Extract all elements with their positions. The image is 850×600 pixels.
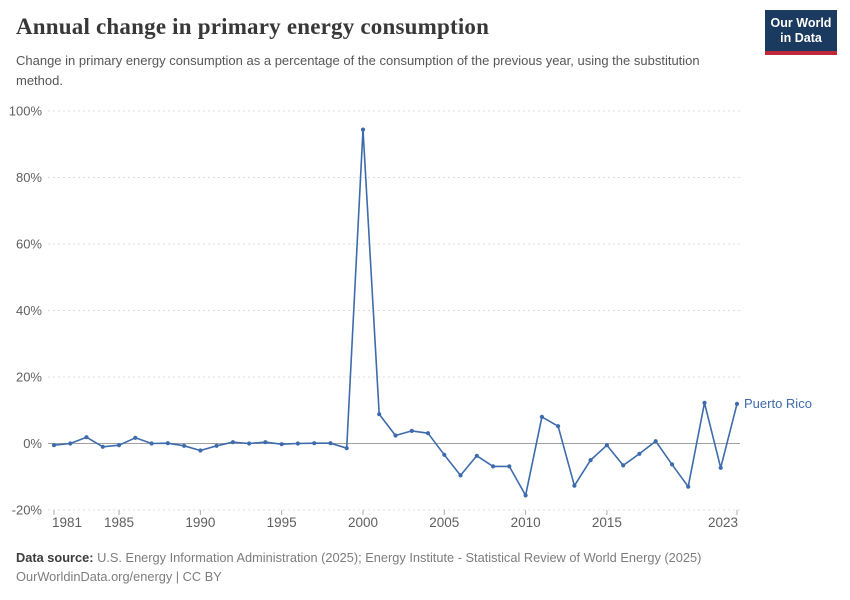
- x-axis-label: 1990: [185, 515, 215, 530]
- data-point[interactable]: [458, 473, 463, 478]
- x-axis-label: 1985: [104, 515, 134, 530]
- data-point[interactable]: [149, 441, 154, 446]
- data-point[interactable]: [588, 458, 593, 463]
- data-point[interactable]: [51, 443, 57, 448]
- data-point[interactable]: [377, 412, 382, 417]
- y-axis-label: -20%: [12, 503, 43, 518]
- x-axis-label: 2015: [592, 515, 622, 530]
- data-point[interactable]: [328, 441, 333, 446]
- data-point[interactable]: [100, 444, 105, 449]
- data-point[interactable]: [604, 443, 610, 448]
- line-chart-svg: 100% 80% 60% 40% 20% 0% -20% 1981 1985 1990 1995 20…: [9, 104, 812, 530]
- data-point[interactable]: [230, 440, 235, 445]
- data-point[interactable]: [263, 440, 268, 445]
- line-chart: 100% 80% 60% 40% 20% 0% -20% 1981 1985 1990 1995 20…: [0, 95, 850, 545]
- y-axis-label: 100%: [9, 104, 43, 119]
- x-axis-label: 2000: [348, 515, 378, 530]
- y-axis-label: 20%: [16, 370, 42, 385]
- chart-subtitle: Change in primary energy consumption as …: [16, 53, 700, 89]
- data-point[interactable]: [344, 446, 349, 451]
- data-point[interactable]: [507, 464, 512, 469]
- data-point[interactable]: [572, 483, 577, 488]
- data-point[interactable]: [637, 451, 642, 456]
- data-point[interactable]: [198, 448, 203, 453]
- y-axis-label: 0%: [23, 436, 42, 451]
- data-point[interactable]: [84, 435, 89, 440]
- x-axis-label: 1995: [267, 515, 297, 530]
- data-point[interactable]: [409, 428, 414, 433]
- series-line-puerto-rico[interactable]: [53, 128, 738, 497]
- data-point[interactable]: [214, 443, 219, 448]
- data-point[interactable]: [182, 443, 187, 448]
- data-source-line: Data source: U.S. Energy Information Adm…: [16, 548, 701, 567]
- data-point[interactable]: [165, 441, 170, 446]
- data-point[interactable]: [360, 127, 366, 132]
- y-axis-label: 40%: [16, 303, 42, 318]
- x-axis-label: 2023: [708, 515, 738, 530]
- data-source-text: U.S. Energy Information Administration (…: [93, 550, 702, 565]
- license-line[interactable]: OurWorldinData.org/energy | CC BY: [16, 569, 222, 584]
- data-point[interactable]: [425, 431, 431, 436]
- data-point[interactable]: [734, 401, 740, 406]
- data-point[interactable]: [539, 414, 545, 419]
- data-point[interactable]: [669, 462, 675, 467]
- series-label-puerto-rico[interactable]: Puerto Rico: [744, 396, 812, 411]
- y-axis-label: 60%: [16, 237, 42, 252]
- data-point[interactable]: [442, 452, 447, 457]
- x-axis-label: 2005: [429, 515, 459, 530]
- data-point[interactable]: [653, 439, 658, 444]
- data-point[interactable]: [312, 441, 317, 446]
- owid-logo[interactable]: Our World in Data: [765, 10, 837, 55]
- data-point[interactable]: [295, 441, 300, 446]
- data-point[interactable]: [523, 493, 528, 498]
- data-point[interactable]: [247, 441, 252, 446]
- data-point[interactable]: [279, 442, 284, 447]
- page-title: Annual change in primary energy consumpt…: [16, 14, 490, 39]
- data-point[interactable]: [393, 433, 398, 438]
- data-point[interactable]: [718, 465, 723, 470]
- data-source-label: Data source:: [16, 550, 94, 565]
- x-axis-label: 1981: [52, 515, 82, 530]
- owid-logo-line2: in Data: [780, 31, 822, 45]
- data-point[interactable]: [68, 441, 73, 446]
- data-point[interactable]: [702, 400, 707, 405]
- chart-footer: Data source: U.S. Energy Information Adm…: [16, 548, 701, 586]
- data-point[interactable]: [116, 443, 122, 448]
- data-point[interactable]: [133, 435, 138, 440]
- data-point[interactable]: [491, 464, 496, 469]
- x-axis-label: 2010: [511, 515, 541, 530]
- data-point[interactable]: [686, 484, 691, 489]
- data-point[interactable]: [556, 424, 561, 429]
- owid-logo-line1: Our World: [770, 16, 832, 30]
- y-axis-label: 80%: [16, 170, 42, 185]
- data-point[interactable]: [474, 453, 479, 458]
- data-point[interactable]: [621, 463, 626, 468]
